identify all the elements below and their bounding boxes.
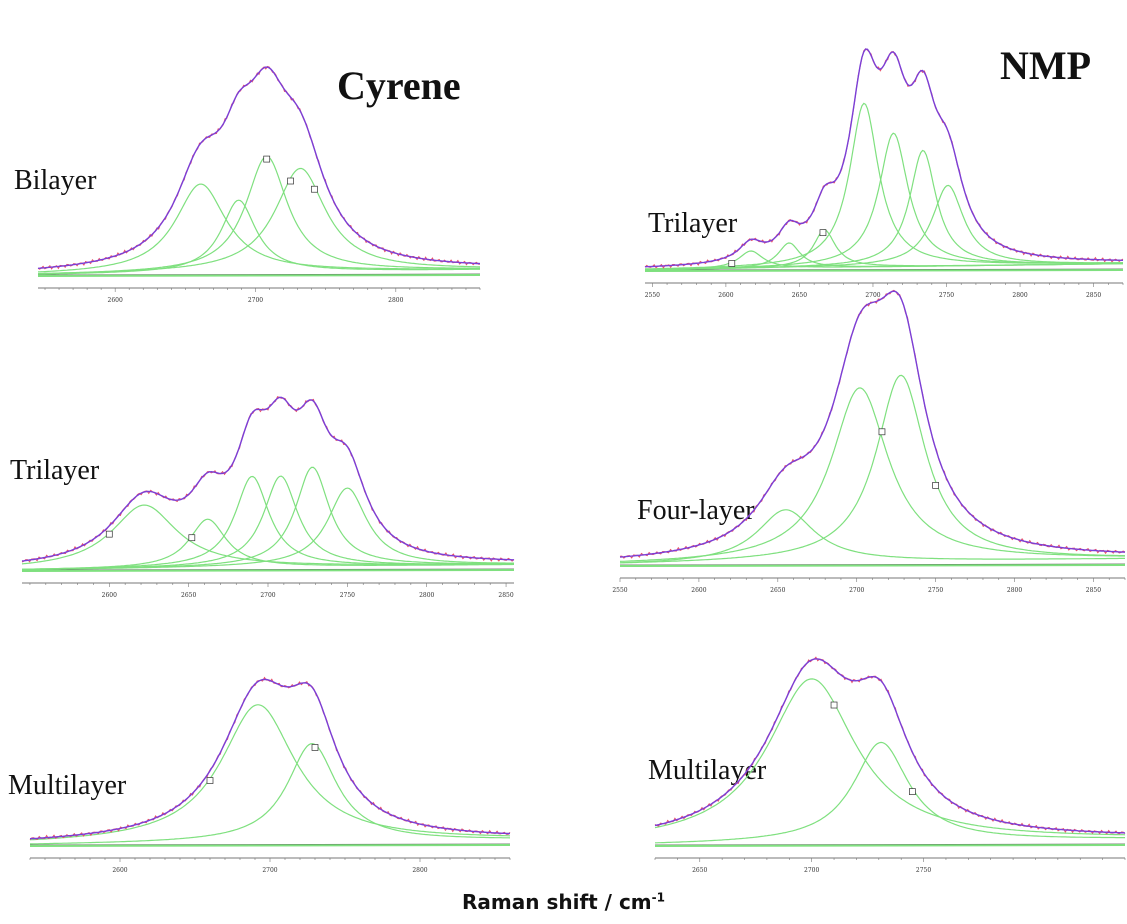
panel-label-nmp-trilayer: Trilayer: [648, 208, 738, 239]
cumulative-fit: [29, 678, 511, 840]
lorentzian-component-3: [619, 374, 1126, 564]
peak-marker-1: [263, 155, 271, 163]
x-tick-label: 2800: [412, 867, 427, 874]
lorentzian-component-1: [21, 504, 514, 565]
lorentzian-component-4: [37, 167, 481, 275]
x-tick-label: 2700: [849, 587, 864, 594]
baseline-fit: [37, 274, 481, 277]
x-axis-label: Raman shift / cm-1: [462, 890, 665, 914]
lorentzian-component-3: [21, 475, 514, 570]
x-tick-label: 2600: [108, 297, 123, 304]
x-tick-label: 2800: [1012, 292, 1027, 299]
raman-panel-cyrene-bilayer: 2600 2700 2800: [37, 60, 481, 310]
lorentzian-component-6: [22, 487, 514, 571]
plot-area: 2550 2600 2650 2700 2750 2800 2850: [612, 289, 1126, 594]
x-tick-label: 2650: [181, 592, 196, 599]
x-tick-label: 2700: [260, 592, 275, 599]
peak-marker-1: [830, 701, 838, 709]
x-tick-label: 2850: [498, 592, 513, 599]
lorentzian-component-7: [645, 184, 1124, 271]
x-tick-label: 2850: [1086, 587, 1101, 594]
x-tick-label: 2600: [718, 292, 733, 299]
x-tick-label: 2750: [939, 292, 954, 299]
x-tick-label: 2750: [340, 592, 355, 599]
x-tick-label: 2800: [1007, 587, 1022, 594]
lorentzian-component-4: [645, 102, 1124, 270]
plot-area: 2600 2700 2800: [29, 676, 511, 874]
measured-spectrum: [619, 289, 1126, 559]
solvent-title-cyrene: Cyrene: [337, 63, 461, 108]
lorentzian-component-4: [22, 475, 514, 570]
baseline-fit: [21, 569, 515, 572]
raman-panel-nmp-fourlayer: 2550 2600 2650 2700 2750 2800 2850: [612, 289, 1126, 600]
panel-label-cyrene-multilayer: Multilayer: [8, 770, 127, 801]
x-tick-label: 2700: [865, 292, 880, 299]
baseline-fit: [29, 844, 511, 847]
peak-marker-3: [311, 185, 318, 193]
peak-marker-2: [932, 482, 939, 489]
peak-marker-1: [878, 428, 886, 436]
baseline-fit: [644, 269, 1124, 272]
lorentzian-component-5: [645, 132, 1123, 270]
x-tick-label: 2600: [691, 587, 706, 594]
cumulative-fit: [21, 396, 514, 562]
lorentzian-component-1: [29, 704, 510, 841]
cumulative-fit: [654, 658, 1126, 834]
plot-area: 2600 2700 2800: [37, 65, 481, 304]
x-tick-label: 2700: [262, 867, 277, 874]
x-tick-label: 2700: [804, 867, 819, 874]
baseline-fit: [619, 564, 1126, 567]
peak-marker-1: [105, 530, 113, 538]
baseline-fit: [654, 844, 1126, 847]
x-tick-label: 2750: [916, 867, 931, 874]
panel-label-nmp-fourlayer: Four-layer: [637, 495, 755, 526]
x-tick-label: 2600: [112, 867, 127, 874]
measured-spectrum: [644, 48, 1124, 269]
panel-label-cyrene-trilayer: Trilayer: [10, 455, 100, 486]
cumulative-fit: [37, 66, 481, 269]
lorentzian-component-2: [30, 742, 511, 845]
measured-spectrum: [29, 676, 511, 841]
lorentzian-component-2: [619, 387, 1125, 562]
plot-area: 2550 2600 2650 2700 2750 2800 2850: [644, 48, 1124, 299]
peak-marker-2: [819, 229, 827, 237]
cumulative-fit: [644, 48, 1123, 268]
x-tick-label: 2800: [388, 297, 403, 304]
lorentzian-component-6: [645, 149, 1124, 271]
raman-panel-cyrene-trilayer: 2600 2650 2700 2750 2800 2850: [21, 350, 515, 605]
solvent-title-nmp: NMP: [1000, 43, 1092, 88]
x-tick-label: 2550: [645, 292, 660, 299]
peak-marker-2: [311, 744, 319, 751]
peak-marker-1: [728, 260, 736, 267]
lorentzian-component-1: [654, 678, 1126, 836]
peak-marker-2: [188, 534, 196, 542]
x-tick-label: 2650: [792, 292, 807, 299]
x-tick-label: 2700: [248, 297, 263, 304]
peak-marker-2: [287, 177, 294, 185]
panel-label-cyrene-bilayer: Bilayer: [14, 165, 97, 196]
plot-area: 2600 2650 2700 2750 2800 2850: [21, 396, 515, 599]
peak-marker-1: [206, 777, 214, 784]
peak-marker-2: [909, 788, 916, 795]
x-tick-label: 2600: [102, 592, 117, 599]
raman-panel-cyrene-multilayer: 2600 2700 2800: [29, 640, 511, 880]
cumulative-fit: [619, 290, 1126, 558]
plot-area: 2650 2700 2750: [654, 656, 1126, 874]
measured-spectrum: [654, 656, 1126, 835]
raman-panel-nmp-trilayer: 2550 2600 2650 2700 2750 2800 2850: [644, 10, 1124, 305]
x-tick-label: 2550: [612, 587, 627, 594]
x-tick-label: 2650: [692, 867, 707, 874]
lorentzian-component-1: [619, 509, 1125, 564]
raman-panel-nmp-multilayer: 2650 2700 2750: [654, 615, 1126, 880]
x-tick-label: 2650: [770, 587, 785, 594]
x-tick-label: 2850: [1086, 292, 1101, 299]
lorentzian-component-1: [37, 183, 480, 273]
x-tick-label: 2750: [928, 587, 943, 594]
x-tick-label: 2800: [419, 592, 434, 599]
lorentzian-component-2: [655, 741, 1125, 844]
